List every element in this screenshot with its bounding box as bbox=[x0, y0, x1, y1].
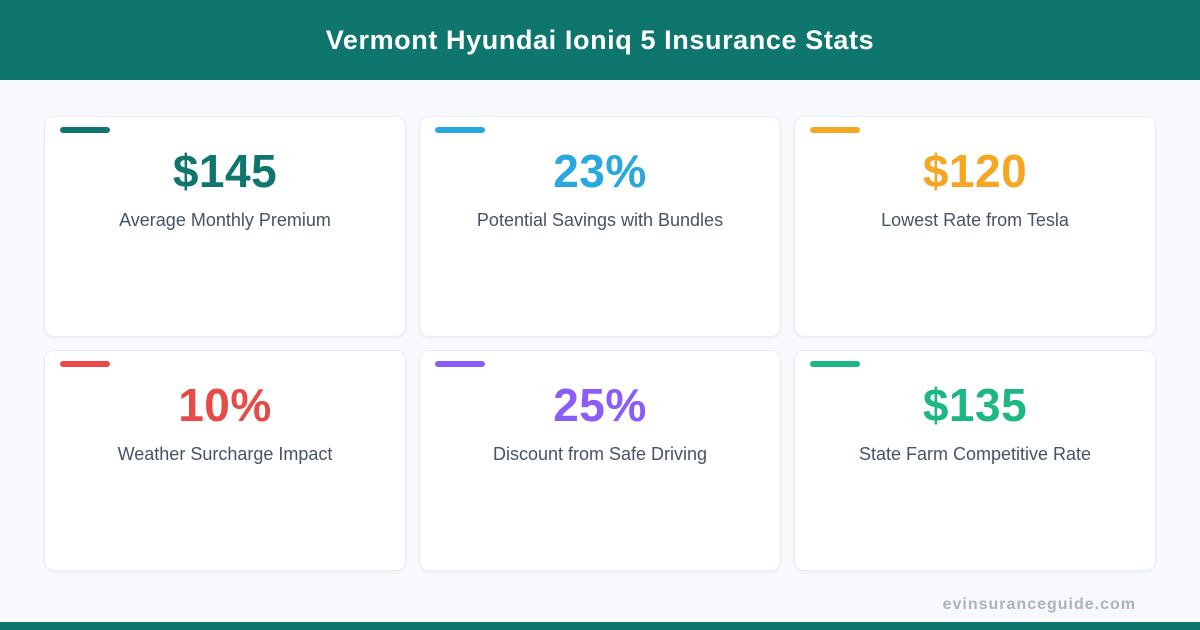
stat-card-average-monthly-premium: $145 Average Monthly Premium bbox=[44, 116, 406, 337]
stat-label: Potential Savings with Bundles bbox=[476, 210, 724, 230]
stat-card-bundle-savings: 23% Potential Savings with Bundles bbox=[419, 116, 781, 337]
card-accent-bar bbox=[810, 127, 860, 133]
stat-label: Weather Surcharge Impact bbox=[117, 444, 333, 464]
stat-value: $145 bbox=[172, 145, 278, 197]
stat-value: $120 bbox=[922, 145, 1028, 197]
page-title: Vermont Hyundai Ioniq 5 Insurance Stats bbox=[325, 24, 875, 55]
stat-label: State Farm Competitive Rate bbox=[858, 444, 1092, 464]
card-accent-bar bbox=[810, 361, 860, 367]
stat-label: Average Monthly Premium bbox=[119, 210, 331, 230]
stat-value: 23% bbox=[553, 145, 647, 197]
site-watermark: evinsuranceguide.com bbox=[942, 596, 1136, 613]
stat-card-safe-driving-discount: 25% Discount from Safe Driving bbox=[419, 350, 781, 571]
stat-label: Discount from Safe Driving bbox=[492, 444, 708, 464]
stat-card-weather-surcharge: 10% Weather Surcharge Impact bbox=[44, 350, 406, 571]
stat-value: $135 bbox=[922, 379, 1028, 431]
stat-label: Lowest Rate from Tesla bbox=[881, 210, 1069, 230]
stats-grid: $145 Average Monthly Premium 23% Potenti… bbox=[44, 116, 1156, 571]
stat-value: 25% bbox=[553, 379, 647, 431]
card-accent-bar bbox=[435, 127, 485, 133]
card-accent-bar bbox=[435, 361, 485, 367]
card-accent-bar bbox=[60, 127, 110, 133]
stat-value: 10% bbox=[178, 379, 272, 431]
card-accent-bar bbox=[60, 361, 110, 367]
stat-card-lowest-rate-tesla: $120 Lowest Rate from Tesla bbox=[794, 116, 1156, 337]
stat-card-state-farm-rate: $135 State Farm Competitive Rate bbox=[794, 350, 1156, 571]
header-banner: Vermont Hyundai Ioniq 5 Insurance Stats bbox=[0, 0, 1200, 80]
bottom-accent-bar bbox=[0, 622, 1200, 630]
